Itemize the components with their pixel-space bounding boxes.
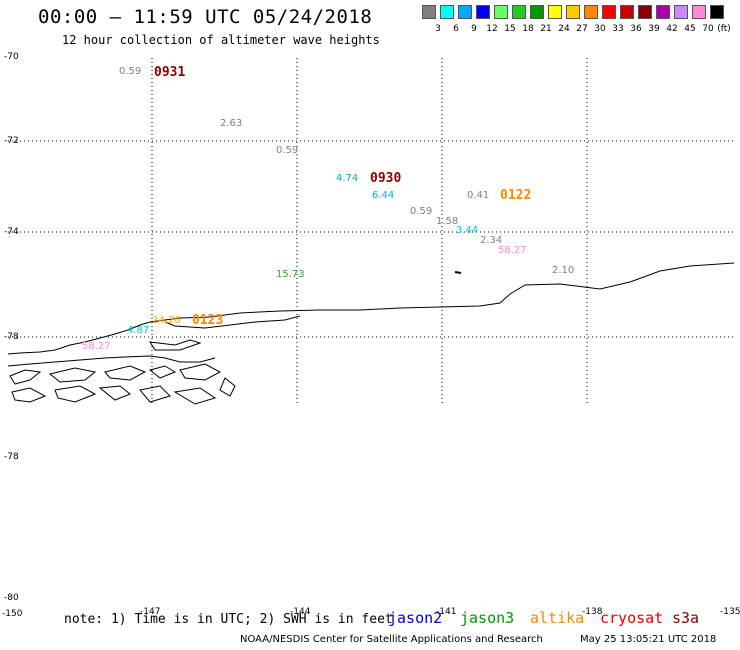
scale-unit: (ft) [717,24,731,34]
satellite-jason3: jason3 [460,609,515,627]
pass-time-label: 0931 [154,65,186,80]
scale-label: 24 [558,24,570,34]
scale-label: 21 [540,24,552,34]
credit-line: NOAA/NESDIS Center for Satellite Applica… [240,634,543,645]
scale-swatch [548,5,562,19]
scale-swatch [458,5,472,19]
satellite-jason2: jason2 [388,609,443,627]
scale-swatch [710,5,724,19]
lat-label: -74 [4,227,19,237]
scale-label: 6 [453,24,459,34]
wave-height-value: 58.27 [498,245,527,256]
generation-timestamp: May 25 13:05:21 UTC 2018 [580,634,717,645]
wave-height-value: 4.74 [336,173,359,184]
lat-label: -72 [4,136,19,146]
pass-time-label: 0123 [192,313,224,328]
lon-label: -144 [290,607,311,617]
scale-label: 9 [471,24,477,34]
scale-label: 45 [684,24,696,34]
scale-label: 70 [702,24,714,34]
grid-lines [8,58,734,405]
scale-label: 27 [576,24,588,34]
satellite-cryosat: cryosat [600,609,664,627]
wave-height-value: 4.87 [127,325,150,336]
scale-label: 30 [594,24,606,34]
wave-height-value: 15.73 [276,269,305,280]
scale-swatch [494,5,508,19]
lat-label: -78 [4,452,19,462]
satellite-altika: altika [530,609,585,627]
map-title: 00:00 – 11:59 UTC 05/24/2018 [38,6,373,28]
wave-height-value: 0.41 [467,190,490,201]
pass-time-label: 0122 [500,188,532,203]
scale-swatch [512,5,526,19]
lon-label: -141 [436,607,457,617]
wave-height-value: 2.63 [220,118,243,129]
wave-height-value: 2.34 [480,235,503,246]
wave-height-value: 1.58 [436,216,459,227]
wave-height-value: 3.44 [456,225,479,236]
lat-label: -80 [4,593,19,603]
wave-height-value: 0.59 [276,145,299,156]
scale-label: 18 [522,24,534,34]
scale-swatch [476,5,490,19]
scale-label: 12 [486,24,498,34]
wave-height-value: 0.59 [410,206,433,217]
wave-height-value: 2.10 [552,265,575,276]
lon-label: -135 [720,607,740,617]
footer-note: note: 1) Time is in UTC; 2) SWH is in fe… [64,612,393,627]
scale-swatch [620,5,634,19]
wave-height-value: 58.27 [82,341,111,352]
scale-swatch [656,5,670,19]
lon-label: -138 [582,607,603,617]
map-subtitle: 12 hour collection of altimeter wave hei… [62,33,380,47]
lat-label: -70 [4,52,19,62]
scale-label: 36 [630,24,642,34]
scale-swatch [584,5,598,19]
scale-swatch [440,5,454,19]
scale-swatch [674,5,688,19]
scale-label: 15 [504,24,516,34]
wave-height-value: 0.59 [119,66,142,77]
scale-swatch [692,5,706,19]
lon-label: -150 [2,609,23,619]
scale-swatch [566,5,580,19]
scale-swatch [530,5,544,19]
pass-time-label: 0930 [370,171,402,186]
scale-label: 33 [612,24,624,34]
scale-label: 3 [435,24,441,34]
wave-height-value: 6.44 [372,190,395,201]
lon-label: -147 [140,607,161,617]
wave-height-value: 24.26 [152,315,181,326]
scale-swatch [422,5,436,19]
scale-label: 39 [648,24,660,34]
scale-label: 42 [666,24,678,34]
lat-label: -78 [4,332,19,342]
scale-swatch [602,5,616,19]
coastline [7,262,735,405]
satellite-s3a: s3a [672,609,700,627]
scale-swatch [638,5,652,19]
